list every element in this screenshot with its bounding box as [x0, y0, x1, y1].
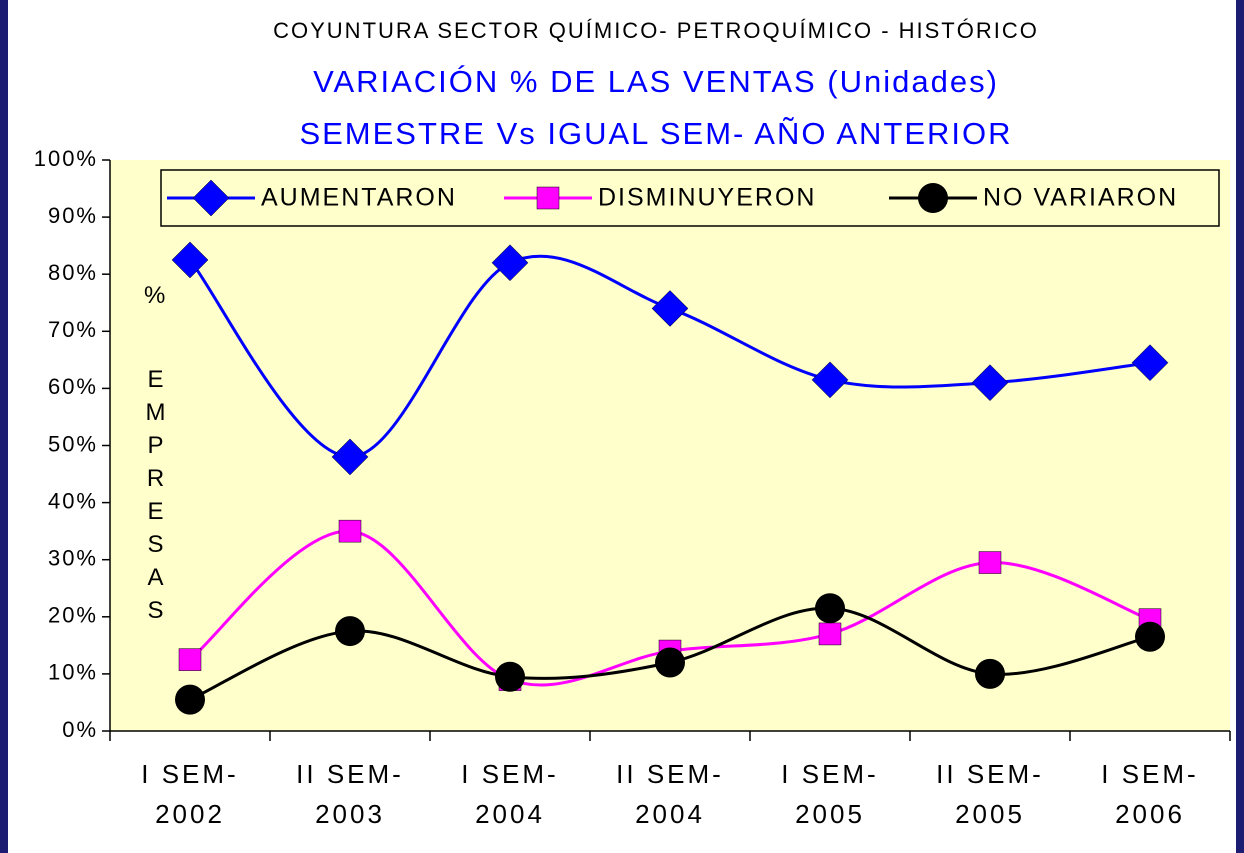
- y-tick-label: 90%: [48, 203, 98, 228]
- data-point: [331, 438, 369, 476]
- data-point: [495, 661, 525, 692]
- legend-label: AUMENTARON: [261, 184, 457, 212]
- data-point: [811, 361, 849, 399]
- data-point: [815, 593, 845, 624]
- y-tick-label: 70%: [48, 317, 98, 342]
- x-tick-label: II SEM- 2004: [616, 759, 724, 829]
- x-tick-label: I SEM- 2002: [141, 759, 239, 829]
- x-tick-label: II SEM- 2003: [296, 759, 404, 829]
- data-point: [338, 519, 362, 543]
- legend-marker: [192, 179, 230, 217]
- y-tick-label: 10%: [48, 660, 98, 685]
- data-point: [655, 647, 685, 678]
- data-point: [491, 244, 529, 282]
- y-tick-label: 0%: [62, 717, 98, 742]
- plot-area: [110, 160, 1230, 731]
- data-point: [1135, 621, 1165, 652]
- legend-marker: [536, 186, 560, 210]
- chart-title: COYUNTURA SECTOR QUÍMICO- PETROQUÍMICO -…: [273, 18, 1039, 43]
- chart-subtitle: SEMESTRE Vs IGUAL SEM- AÑO ANTERIOR: [299, 116, 1012, 151]
- y-tick-label: 20%: [48, 603, 98, 628]
- data-point: [171, 241, 209, 279]
- data-point: [1131, 344, 1169, 382]
- y-tick-label: 40%: [48, 488, 98, 513]
- legend-label: NO VARIARON: [983, 184, 1178, 212]
- y-axis-label: %: [144, 282, 166, 309]
- y-tick-label: 60%: [48, 374, 98, 399]
- y-axis-label: EMPRESAS: [142, 366, 169, 630]
- data-point: [975, 658, 1005, 689]
- y-tick-label: 50%: [48, 431, 98, 456]
- legend-marker: [918, 183, 948, 213]
- data-point: [651, 290, 689, 327]
- data-point: [178, 648, 202, 671]
- y-tick-label: 100%: [34, 146, 98, 171]
- x-tick-label: I SEM- 2006: [1101, 759, 1199, 829]
- legend-box: [160, 169, 1220, 227]
- data-point: [971, 364, 1009, 402]
- x-tick-label: I SEM- 2005: [781, 759, 879, 829]
- y-tick-label: 80%: [48, 260, 98, 285]
- chart-frame: COYUNTURA SECTOR QUÍMICO- PETROQUÍMICO -…: [8, 0, 1236, 853]
- data-point: [175, 684, 205, 715]
- data-point: [335, 616, 365, 647]
- y-tick-label: 30%: [48, 546, 98, 571]
- chart: COYUNTURA SECTOR QUÍMICO- PETROQUÍMICO -…: [34, 18, 1231, 742]
- data-point: [818, 622, 842, 646]
- x-tick-label: I SEM- 2004: [461, 759, 559, 829]
- chart-subtitle: VARIACIÓN % DE LAS VENTAS (Unidades): [313, 64, 999, 99]
- x-tick-label: II SEM- 2005: [936, 759, 1044, 829]
- legend-label: DISMINUYERON: [598, 184, 816, 212]
- data-point: [978, 551, 1002, 574]
